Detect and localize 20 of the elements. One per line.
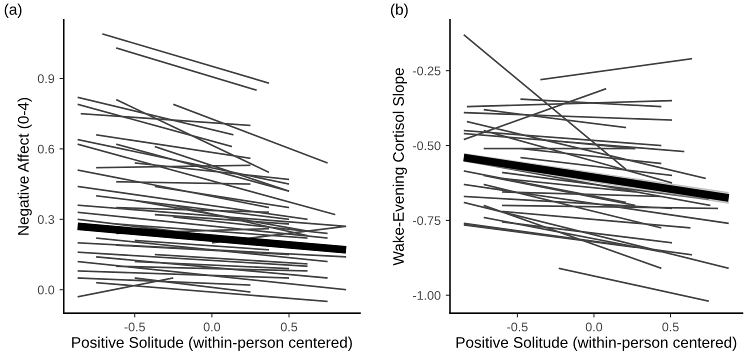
x-axis-title: Positive Solitude (within-person centered) <box>72 336 352 351</box>
x-tick-label: 0.5 <box>280 322 298 332</box>
y-tick-label: 0.3 <box>38 215 54 224</box>
chart-title: (b) <box>390 4 408 18</box>
y-axis-title: Wake-Evening Cortisol Slope <box>392 68 407 266</box>
y-tick-label: -0.75 <box>413 216 440 226</box>
y-tick-label: 0.9 <box>38 74 54 84</box>
x-tick-label: -0.5 <box>124 322 145 332</box>
y-tick-label: -1.00 <box>413 291 440 300</box>
x-axis-title: Positive Solitude (within-person centered) <box>456 336 736 351</box>
chart-title: (a) <box>4 4 22 18</box>
x-tick-label: 0.0 <box>204 322 220 332</box>
x-tick-label: 0.0 <box>586 322 602 332</box>
y-tick-label: -0.50 <box>413 141 440 150</box>
x-tick-label: -0.5 <box>507 322 528 332</box>
y-tick-label: -0.25 <box>413 66 440 76</box>
y-tick-label: 0.6 <box>38 144 54 154</box>
x-tick-label: 0.5 <box>662 322 679 332</box>
y-tick-label: 0.0 <box>38 286 54 294</box>
y-axis-title: Negative Affect (0-4) <box>18 98 32 235</box>
